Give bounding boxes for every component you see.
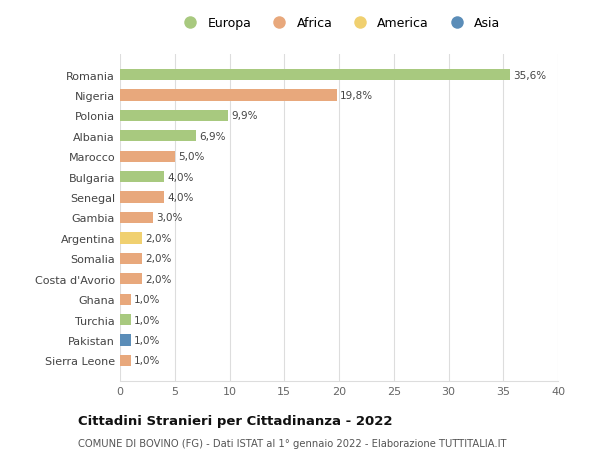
Text: 5,0%: 5,0%: [178, 152, 205, 162]
Text: 35,6%: 35,6%: [513, 71, 546, 80]
Text: 1,0%: 1,0%: [134, 335, 161, 345]
Bar: [120, 111, 229, 122]
Text: 9,9%: 9,9%: [232, 111, 258, 121]
Bar: [120, 314, 131, 325]
Text: 4,0%: 4,0%: [167, 172, 193, 182]
Bar: [120, 90, 337, 101]
Bar: [120, 192, 164, 203]
Text: 1,0%: 1,0%: [134, 295, 161, 304]
Text: 2,0%: 2,0%: [145, 233, 172, 243]
Bar: [120, 233, 142, 244]
Text: 19,8%: 19,8%: [340, 91, 373, 101]
Text: 4,0%: 4,0%: [167, 193, 193, 203]
Bar: [120, 274, 142, 285]
Text: Cittadini Stranieri per Cittadinanza - 2022: Cittadini Stranieri per Cittadinanza - 2…: [78, 414, 392, 428]
Bar: [120, 253, 142, 264]
Bar: [120, 131, 196, 142]
Legend: Europa, Africa, America, Asia: Europa, Africa, America, Asia: [173, 12, 505, 35]
Text: 6,9%: 6,9%: [199, 132, 226, 141]
Bar: [120, 151, 175, 162]
Text: 1,0%: 1,0%: [134, 356, 161, 365]
Bar: [120, 70, 510, 81]
Bar: [120, 355, 131, 366]
Bar: [120, 294, 131, 305]
Bar: [120, 213, 153, 224]
Text: 2,0%: 2,0%: [145, 274, 172, 284]
Text: COMUNE DI BOVINO (FG) - Dati ISTAT al 1° gennaio 2022 - Elaborazione TUTTITALIA.: COMUNE DI BOVINO (FG) - Dati ISTAT al 1°…: [78, 438, 506, 448]
Text: 1,0%: 1,0%: [134, 315, 161, 325]
Text: 2,0%: 2,0%: [145, 254, 172, 264]
Bar: [120, 172, 164, 183]
Text: 3,0%: 3,0%: [156, 213, 182, 223]
Bar: [120, 335, 131, 346]
